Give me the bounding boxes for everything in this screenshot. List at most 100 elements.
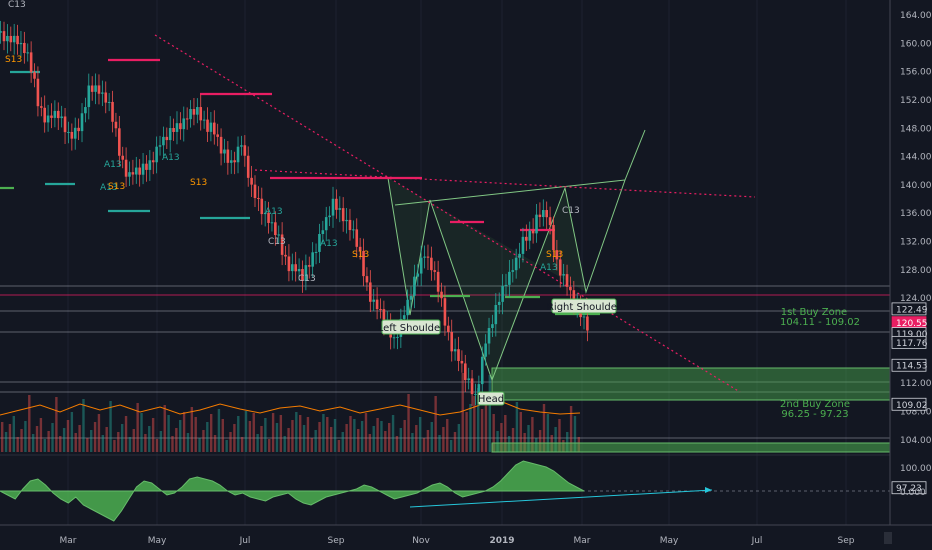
time-tick-label: Sep: [328, 536, 345, 546]
volume-bar: [93, 422, 97, 452]
candle: [470, 369, 474, 407]
candle: [291, 253, 294, 281]
price-tick-label: 144.00: [900, 153, 932, 163]
volume-bar: [163, 405, 166, 452]
candle: [216, 123, 219, 147]
candle: [16, 24, 19, 55]
volume-bar: [314, 430, 317, 452]
volume-bar: [8, 424, 12, 452]
volume-bar: [256, 434, 259, 452]
svg-text:117.76: 117.76: [896, 339, 928, 349]
candle: [46, 104, 50, 132]
price-axis-ticks: 164.00 160.00 156.00 152.00 148.00 144.00 140.…: [900, 11, 932, 474]
volume-bar: [322, 414, 325, 452]
volume-bar: [275, 423, 279, 452]
price-label: 109.02: [891, 397, 928, 411]
volume-bar: [279, 415, 283, 452]
volume-bar: [1, 422, 4, 452]
price-tick-label: 108.00: [900, 407, 932, 417]
volume-bar: [287, 428, 290, 452]
candle: [63, 107, 67, 145]
candle: [463, 354, 467, 392]
td-mark: C13: [562, 206, 580, 216]
candle: [138, 159, 141, 187]
candlesticks[interactable]: [0, 20, 589, 407]
candle: [77, 118, 80, 141]
candle: [314, 243, 318, 265]
candle: [341, 197, 345, 232]
td-mark: C13: [298, 274, 316, 284]
candle: [73, 117, 77, 150]
price-axis[interactable]: [890, 0, 932, 525]
volume-bar: [90, 430, 93, 452]
candle: [555, 239, 559, 271]
candle: [508, 259, 511, 298]
buy-zone-2[interactable]: [491, 442, 891, 453]
time-axis-ticks: Mar May Jul Sep Nov 2019 Mar May Jul Sep: [60, 536, 855, 546]
volume-bar: [62, 428, 66, 452]
volume-bar: [372, 426, 375, 452]
volume-bar: [477, 388, 480, 452]
volume-bar: [418, 417, 422, 452]
candle: [297, 258, 301, 281]
volume-bar: [268, 439, 271, 452]
candle: [365, 267, 369, 291]
candle: [172, 118, 175, 141]
candle: [229, 150, 233, 174]
candle: [491, 314, 494, 337]
annotation-left-shoulder[interactable]: Left Shoulder: [378, 319, 445, 335]
annotation-right-shoulder[interactable]: Right Shoulder: [547, 298, 622, 314]
volume-bar: [78, 425, 81, 452]
volume-bar: [558, 419, 561, 452]
candle: [206, 107, 209, 143]
candle: [53, 100, 57, 128]
time-tick-label: May: [148, 536, 167, 546]
volume-bar: [546, 414, 550, 452]
candle: [243, 135, 247, 167]
volume-bar: [151, 418, 155, 452]
candle: [124, 147, 128, 187]
volume-bar: [298, 415, 302, 452]
oscillator-axis-label: 0.000: [900, 488, 926, 498]
candle: [480, 346, 484, 396]
annotation-text: Left Shoulder: [378, 323, 445, 334]
candle: [189, 100, 192, 128]
volume-bar: [86, 438, 89, 452]
candle: [263, 200, 267, 227]
candle: [525, 224, 528, 251]
volume-bar: [190, 407, 194, 452]
volume-bar: [554, 427, 557, 452]
candle: [474, 383, 477, 406]
volume-bar: [345, 424, 348, 452]
buy-zone-1[interactable]: [491, 367, 891, 401]
candle: [328, 206, 331, 227]
volume-bar: [47, 431, 50, 452]
annotation-text: Head: [478, 394, 504, 405]
candle: [67, 121, 70, 144]
candle: [253, 175, 257, 207]
candle: [545, 201, 548, 230]
volume-bar: [105, 427, 108, 452]
buy-zone-2-title: 2nd Buy Zone: [780, 399, 850, 410]
candle: [12, 23, 16, 55]
volume-bar: [488, 375, 492, 452]
volume-bar: [329, 427, 333, 452]
candle: [219, 128, 223, 166]
candle: [104, 81, 108, 114]
candle: [453, 338, 457, 361]
volume-bar: [442, 427, 445, 452]
candle: [202, 110, 206, 129]
candle: [145, 155, 148, 182]
volume-bar: [415, 425, 418, 452]
volume-bar: [407, 394, 410, 452]
price-tick-label: 100.00: [900, 464, 932, 474]
volume-bar: [492, 414, 495, 452]
candle: [423, 245, 426, 269]
candle: [274, 211, 277, 246]
volume-bar: [399, 428, 403, 452]
candle: [185, 107, 189, 130]
volume-bar: [155, 439, 159, 452]
candle: [43, 95, 47, 133]
annotation-head[interactable]: Head: [477, 391, 505, 406]
